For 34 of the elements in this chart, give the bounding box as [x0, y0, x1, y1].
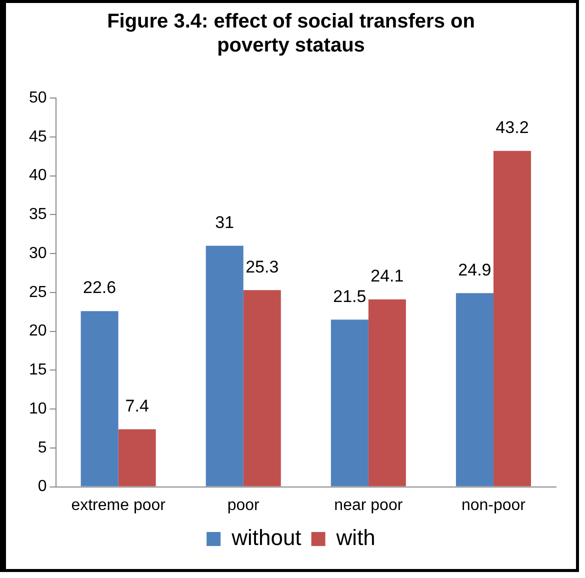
data-label: 7.4 [125, 396, 149, 416]
data-label: 43.2 [496, 118, 529, 138]
bar [330, 320, 368, 486]
bar [493, 150, 531, 486]
data-label: 24.9 [458, 260, 492, 280]
y-tick-label: 50 [29, 89, 47, 106]
y-tick-label: 40 [29, 167, 47, 184]
y-tick-label: 0 [38, 478, 47, 496]
y-tick-label: 10 [29, 400, 47, 418]
bar [80, 311, 118, 486]
bar [368, 299, 406, 486]
data-label: 22.6 [83, 278, 116, 298]
data-label: 24.1 [370, 266, 404, 286]
legend-label: with [335, 525, 376, 550]
x-tick-label: extreme poor [71, 496, 166, 514]
legend-label: without [230, 525, 302, 550]
bar [206, 246, 244, 486]
data-label: 25.3 [246, 257, 279, 276]
y-tick-label: 45 [29, 128, 47, 146]
y-tick-label: 25 [29, 284, 47, 301]
y-tick-label: 20 [29, 322, 47, 340]
y-tick-label: 5 [38, 439, 47, 456]
bar [456, 293, 494, 486]
y-tick-label: 35 [29, 206, 47, 224]
data-label: 21.5 [333, 286, 366, 306]
data-label: 31 [215, 212, 234, 232]
x-tick-label: non-poor [461, 496, 526, 514]
x-tick-label: near poor [334, 496, 404, 514]
y-tick-label: 30 [29, 244, 47, 262]
chart-title: Figure 3.4: effect of social transfers on poverty stataus [107, 10, 475, 57]
bar [243, 290, 281, 486]
y-tick-label: 15 [29, 362, 47, 379]
bar [118, 429, 156, 486]
x-tick-label: poor [227, 496, 260, 514]
